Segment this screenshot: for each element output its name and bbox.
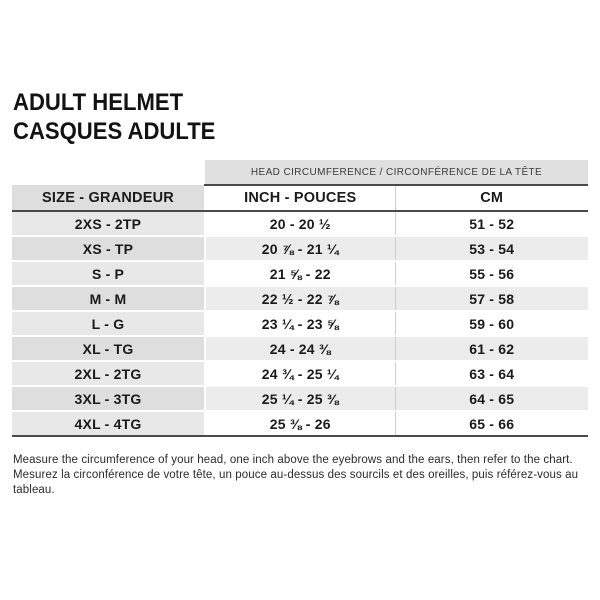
size-cell: 3XL - 3TG bbox=[12, 386, 205, 412]
cm-cell: 55 - 56 bbox=[394, 261, 588, 287]
inch-cell: 23 ¼ - 23 ⅝ bbox=[204, 311, 395, 337]
table-row: 3XL - 3TG 25 ¼ - 25 ⅜ 64 - 65 bbox=[12, 386, 588, 412]
band-header: HEAD CIRCUMFERENCE / CIRCONFÉRENCE DE LA… bbox=[205, 160, 588, 186]
instruction-line-fr: Mesurez la circonférence de votre tête, … bbox=[13, 469, 579, 496]
cm-cell: 65 - 66 bbox=[394, 411, 588, 437]
helmet-size-table: HEAD CIRCUMFERENCE / CIRCONFÉRENCE DE LA… bbox=[12, 160, 588, 437]
inch-cell: 25 ¼ - 25 ⅜ bbox=[204, 386, 395, 412]
cm-cell: 64 - 65 bbox=[394, 386, 588, 412]
table-row: XL - TG 24 - 24 ⅜ 61 - 62 bbox=[12, 336, 588, 362]
table-row: M - M 22 ½ - 22 ⅞ 57 - 58 bbox=[12, 286, 588, 312]
cm-cell: 57 - 58 bbox=[394, 286, 588, 312]
size-cell: 2XS - 2TP bbox=[12, 211, 205, 237]
measurement-instructions: Measure the circumference of your head, … bbox=[13, 453, 588, 498]
inch-cell: 24 ¾ - 25 ¼ bbox=[204, 361, 395, 387]
table-row: 4XL - 4TG 25 ⅜ - 26 65 - 66 bbox=[12, 411, 588, 437]
table-row: 2XL - 2TG 24 ¾ - 25 ¼ 63 - 64 bbox=[12, 361, 588, 387]
instruction-line-en: Measure the circumference of your head, … bbox=[13, 454, 573, 466]
page-title: ADULT HELMET CASQUES ADULTE bbox=[13, 88, 215, 146]
band-header-row: HEAD CIRCUMFERENCE / CIRCONFÉRENCE DE LA… bbox=[12, 160, 588, 186]
inch-cell: 24 - 24 ⅜ bbox=[204, 336, 395, 362]
inch-cell: 25 ⅜ - 26 bbox=[204, 411, 395, 437]
column-header-row: SIZE - GRANDEUR INCH - POUCES CM bbox=[12, 185, 588, 212]
col-header-inch: INCH - POUCES bbox=[204, 185, 395, 212]
inch-cell: 20 - 20 ½ bbox=[204, 211, 395, 237]
table-row: L - G 23 ¼ - 23 ⅝ 59 - 60 bbox=[12, 311, 588, 337]
size-cell: XL - TG bbox=[12, 336, 205, 362]
size-cell: S - P bbox=[12, 261, 205, 287]
size-cell: M - M bbox=[12, 286, 205, 312]
inch-cell: 22 ½ - 22 ⅞ bbox=[204, 286, 395, 312]
size-cell: L - G bbox=[12, 311, 205, 337]
inch-cell: 21 ⅝ - 22 bbox=[204, 261, 395, 287]
cm-cell: 61 - 62 bbox=[394, 336, 588, 362]
band-spacer bbox=[12, 160, 205, 185]
size-cell: 2XL - 2TG bbox=[12, 361, 205, 387]
col-header-size: SIZE - GRANDEUR bbox=[12, 185, 205, 212]
size-cell: XS - TP bbox=[12, 236, 205, 262]
size-cell: 4XL - 4TG bbox=[12, 411, 205, 437]
cm-cell: 53 - 54 bbox=[394, 236, 588, 262]
table-row: 2XS - 2TP 20 - 20 ½ 51 - 52 bbox=[12, 211, 588, 237]
table-row: S - P 21 ⅝ - 22 55 - 56 bbox=[12, 261, 588, 287]
cm-cell: 63 - 64 bbox=[394, 361, 588, 387]
cm-cell: 51 - 52 bbox=[394, 211, 588, 237]
page-title-en: ADULT HELMET bbox=[13, 89, 184, 116]
table-row: XS - TP 20 ⅞ - 21 ¼ 53 - 54 bbox=[12, 236, 588, 262]
cm-cell: 59 - 60 bbox=[394, 311, 588, 337]
inch-cell: 20 ⅞ - 21 ¼ bbox=[204, 236, 395, 262]
col-header-cm: CM bbox=[394, 185, 588, 212]
page-title-fr: CASQUES ADULTE bbox=[13, 118, 216, 145]
